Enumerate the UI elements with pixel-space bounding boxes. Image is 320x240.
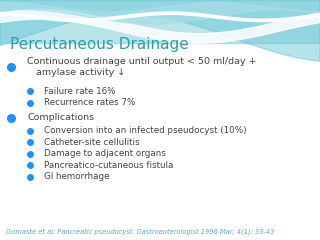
Text: Recurrence rates 7%: Recurrence rates 7% xyxy=(44,98,136,107)
Text: Conversion into an infected pseudocyst (10%): Conversion into an infected pseudocyst (… xyxy=(44,126,247,135)
Text: Pancreatico-cutaneous fistula: Pancreatico-cutaneous fistula xyxy=(44,161,173,170)
Text: Percutaneous Drainage: Percutaneous Drainage xyxy=(10,37,188,52)
Text: GI hemorrhage: GI hemorrhage xyxy=(44,172,110,181)
Text: Gumaste et al: Pancreatic pseudocyst. Gastroenterologist 1996 Mar; 4(1): 33-43: Gumaste et al: Pancreatic pseudocyst. Ga… xyxy=(6,228,275,235)
Text: Continuous drainage until output < 50 ml/day +
   amylase activity ↓: Continuous drainage until output < 50 ml… xyxy=(27,57,257,78)
Text: Failure rate 16%: Failure rate 16% xyxy=(44,87,116,96)
Text: Complications: Complications xyxy=(27,113,94,122)
Text: Catheter-site cellulitis: Catheter-site cellulitis xyxy=(44,138,140,147)
Text: Damage to adjacent organs: Damage to adjacent organs xyxy=(44,149,166,158)
